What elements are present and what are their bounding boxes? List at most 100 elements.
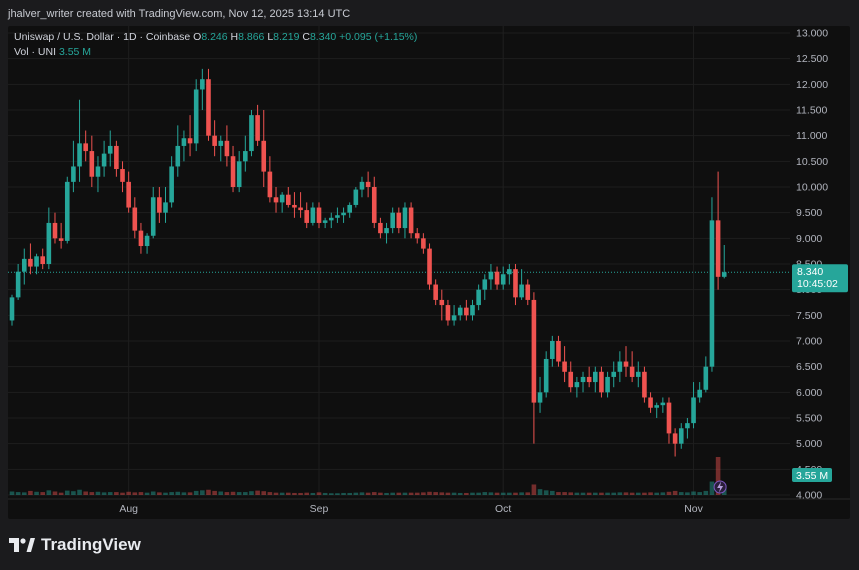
volume-bar <box>421 492 426 495</box>
volume-bar <box>120 492 125 495</box>
candle-body <box>513 269 518 298</box>
candle-body <box>568 371 574 388</box>
candle-body <box>15 271 21 298</box>
volume-bar <box>304 492 310 495</box>
volume-bar <box>64 490 70 495</box>
candle-body <box>126 181 131 208</box>
candle-body <box>365 181 371 187</box>
candle-body <box>470 305 475 316</box>
volume-bar <box>427 491 432 495</box>
volume-bar <box>40 492 45 495</box>
candle-body <box>83 143 88 152</box>
candle-body <box>666 402 672 434</box>
volume-bar <box>243 492 248 495</box>
volume-bar <box>292 492 297 495</box>
volume-bar <box>593 492 598 495</box>
volume-bar <box>531 484 537 495</box>
candle-body <box>341 212 346 216</box>
candle-body <box>414 233 420 239</box>
candle-body <box>71 166 76 182</box>
volume-bar <box>347 492 352 495</box>
candle-body <box>635 371 641 377</box>
candle-body <box>550 341 555 359</box>
volume-bar <box>543 490 549 495</box>
candle-body <box>347 204 352 213</box>
legend-low-label: L <box>267 31 274 43</box>
legend-change: +0.095 (+1.15%) <box>339 31 418 43</box>
volume-bar <box>433 492 438 495</box>
y-axis-tick-label: 13.000 <box>796 28 828 40</box>
candle-body <box>617 361 623 372</box>
candle-body <box>64 181 70 241</box>
volume-bar <box>599 492 604 495</box>
candle-body <box>101 153 107 167</box>
volume-bar <box>316 492 322 495</box>
candle-body <box>292 204 297 208</box>
volume-bar <box>654 492 659 495</box>
candle-body <box>660 402 666 406</box>
volume-bar <box>635 492 641 495</box>
candle-body <box>531 299 537 403</box>
candle-body <box>298 207 303 211</box>
volume-bar <box>617 492 623 495</box>
candle-body <box>163 202 168 213</box>
candle-body <box>255 115 260 141</box>
volume-bar <box>9 491 15 495</box>
y-axis-tick-label: 10.000 <box>796 182 828 194</box>
volume-bar <box>114 492 119 495</box>
volume-bar <box>200 490 205 495</box>
volume-bar <box>476 492 481 495</box>
volume-bar <box>685 492 690 495</box>
volume-bar <box>678 492 684 495</box>
volume-bar <box>365 492 371 495</box>
volume-bar <box>212 490 217 495</box>
legend-symbol[interactable]: Uniswap / U.S. Dollar · 1D · Coinbase <box>14 31 191 43</box>
candle-body <box>672 433 678 444</box>
y-axis-tick-label: 9.000 <box>796 233 822 245</box>
volume-tag-value: 3.55 M <box>796 470 828 482</box>
candle-body <box>593 371 598 383</box>
volume-bar <box>525 492 531 495</box>
candle-body <box>703 366 709 390</box>
candle-body <box>34 256 39 267</box>
candle-body <box>371 187 377 223</box>
candle-body <box>267 171 273 198</box>
candle-body <box>709 220 715 367</box>
volume-bar <box>328 493 334 495</box>
volume-bar <box>488 492 494 495</box>
candle-body <box>328 217 334 221</box>
volume-bar <box>15 492 21 495</box>
candle-body <box>574 382 580 388</box>
volume-bar <box>255 490 260 495</box>
volume-bar <box>218 491 224 495</box>
volume-bar <box>464 492 469 495</box>
candlestick-chart[interactable]: 13.000 12.500 12.000 11.500 11.000 10.500 10.0… <box>8 26 850 519</box>
volume-bar <box>224 492 230 495</box>
legend-volume-label[interactable]: Vol · UNI <box>14 46 57 58</box>
candle-body <box>169 166 174 203</box>
volume-bar <box>574 492 580 495</box>
candle-body <box>525 284 531 300</box>
volume-bar <box>187 492 193 495</box>
candle-body <box>218 140 224 146</box>
candle-body <box>304 210 310 223</box>
volume-bar <box>371 492 377 495</box>
candle-body <box>28 258 33 267</box>
candle-body <box>21 258 27 272</box>
candle-body <box>507 269 512 275</box>
legend-high-value: 8.866 <box>238 31 265 43</box>
candle-body <box>457 307 463 316</box>
candle-body <box>451 315 457 321</box>
volume-bar <box>21 492 27 495</box>
chart-panel[interactable]: 13.000 12.500 12.000 11.500 11.000 10.500 10.0… <box>8 26 850 519</box>
volume-bar <box>230 491 236 495</box>
candle-body <box>488 271 494 280</box>
y-axis-tick-label: 6.000 <box>796 387 822 399</box>
candle-body <box>40 256 45 264</box>
volume-bar <box>513 492 518 495</box>
volume-bar <box>519 492 524 495</box>
price-tag <box>792 264 848 293</box>
volume-bar <box>672 490 678 495</box>
candle-body <box>107 145 113 154</box>
candle-body <box>359 181 365 190</box>
